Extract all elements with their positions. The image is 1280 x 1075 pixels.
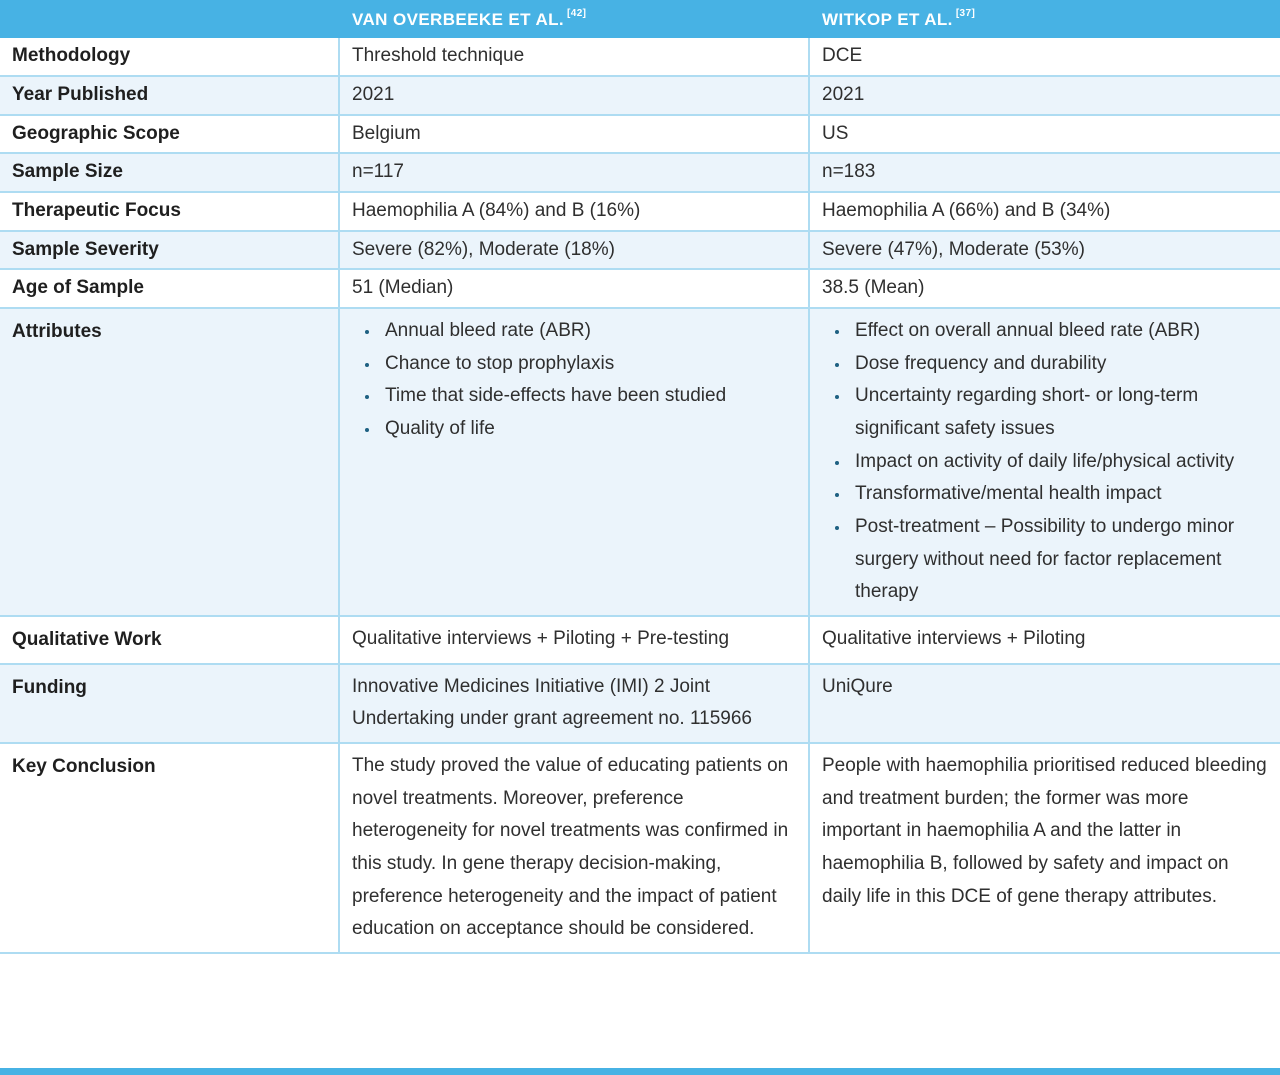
attribute-item: Uncertainty regarding short- or long-ter… bbox=[850, 380, 1268, 445]
cell-sample-severity-witkop: Severe (47%), Moderate (53%) bbox=[808, 229, 1280, 269]
bottom-accent-bar bbox=[0, 1068, 1280, 1075]
citation-ref: [37] bbox=[955, 8, 976, 19]
cell-sample-size-witkop: n=183 bbox=[808, 152, 1280, 192]
column-header-witkop: WITKOP ET AL. [37] bbox=[808, 0, 1280, 38]
row-label-key-conclusion: Key Conclusion bbox=[0, 742, 338, 953]
cell-year-published-witkop: 2021 bbox=[808, 75, 1280, 114]
cell-therapeutic-focus-witkop: Haemophilia A (66%) and B (34%) bbox=[808, 191, 1280, 230]
table-bottom-border bbox=[0, 952, 1280, 955]
attributes-list-van-overbeeke: Annual bleed rate (ABR) Chance to stop p… bbox=[352, 315, 796, 446]
row-label-year-published: Year Published bbox=[0, 75, 338, 114]
attribute-item: Time that side-effects have been studied bbox=[380, 380, 796, 413]
cell-funding-witkop: UniQure bbox=[808, 662, 1280, 743]
cell-geographic-scope-witkop: US bbox=[808, 113, 1280, 153]
cell-attributes-van-overbeeke: Annual bleed rate (ABR) Chance to stop p… bbox=[338, 307, 808, 616]
cell-age-of-sample-witkop: 38.5 (Mean) bbox=[808, 268, 1280, 308]
row-label-methodology: Methodology bbox=[0, 38, 338, 75]
attributes-list-witkop: Effect on overall annual bleed rate (ABR… bbox=[822, 315, 1268, 609]
cell-attributes-witkop: Effect on overall annual bleed rate (ABR… bbox=[808, 307, 1280, 616]
header-corner-cell bbox=[0, 0, 338, 38]
attribute-item: Effect on overall annual bleed rate (ABR… bbox=[850, 315, 1268, 348]
attribute-item: Impact on activity of daily life/physica… bbox=[850, 446, 1268, 479]
attribute-item: Annual bleed rate (ABR) bbox=[380, 315, 796, 348]
cell-year-published-van-overbeeke: 2021 bbox=[338, 75, 808, 114]
citation-ref: [42] bbox=[567, 8, 587, 19]
row-label-age-of-sample: Age of Sample bbox=[0, 268, 338, 308]
cell-key-conclusion-van-overbeeke: The study proved the value of educating … bbox=[338, 742, 808, 953]
cell-key-conclusion-witkop: People with haemophilia prioritised redu… bbox=[808, 742, 1280, 953]
comparison-table: VAN OVERBEEKE ET AL. [42] WITKOP ET AL. … bbox=[0, 0, 1280, 952]
cell-age-of-sample-van-overbeeke: 51 (Median) bbox=[338, 268, 808, 308]
row-label-sample-severity: Sample Severity bbox=[0, 229, 338, 269]
cell-geographic-scope-van-overbeeke: Belgium bbox=[338, 113, 808, 153]
column-header-van-overbeeke: VAN OVERBEEKE ET AL. [42] bbox=[338, 0, 808, 38]
cell-qualitative-work-witkop: Qualitative interviews + Piloting bbox=[808, 615, 1280, 663]
cell-qualitative-work-van-overbeeke: Qualitative interviews + Piloting + Pre-… bbox=[338, 615, 808, 663]
cell-methodology-witkop: DCE bbox=[808, 38, 1280, 75]
row-label-sample-size: Sample Size bbox=[0, 152, 338, 192]
attribute-item: Post-treatment – Possibility to undergo … bbox=[850, 511, 1268, 609]
row-label-qualitative-work: Qualitative Work bbox=[0, 615, 338, 663]
cell-sample-severity-van-overbeeke: Severe (82%), Moderate (18%) bbox=[338, 229, 808, 269]
column-header-label: VAN OVERBEEKE ET AL. bbox=[352, 9, 565, 29]
cell-sample-size-van-overbeeke: n=117 bbox=[338, 152, 808, 192]
row-label-attributes: Attributes bbox=[0, 307, 338, 616]
cell-funding-van-overbeeke: Innovative Medicines Initiative (IMI) 2 … bbox=[338, 662, 808, 743]
cell-therapeutic-focus-van-overbeeke: Haemophilia A (84%) and B (16%) bbox=[338, 191, 808, 230]
attribute-item: Chance to stop prophylaxis bbox=[380, 348, 796, 381]
cell-methodology-van-overbeeke: Threshold technique bbox=[338, 38, 808, 75]
attribute-item: Transformative/mental health impact bbox=[850, 478, 1268, 511]
attribute-item: Dose frequency and durability bbox=[850, 348, 1268, 381]
row-label-geographic-scope: Geographic Scope bbox=[0, 113, 338, 153]
column-header-label: WITKOP ET AL. bbox=[822, 9, 953, 29]
row-label-therapeutic-focus: Therapeutic Focus bbox=[0, 191, 338, 230]
row-label-funding: Funding bbox=[0, 662, 338, 743]
attribute-item: Quality of life bbox=[380, 413, 796, 446]
